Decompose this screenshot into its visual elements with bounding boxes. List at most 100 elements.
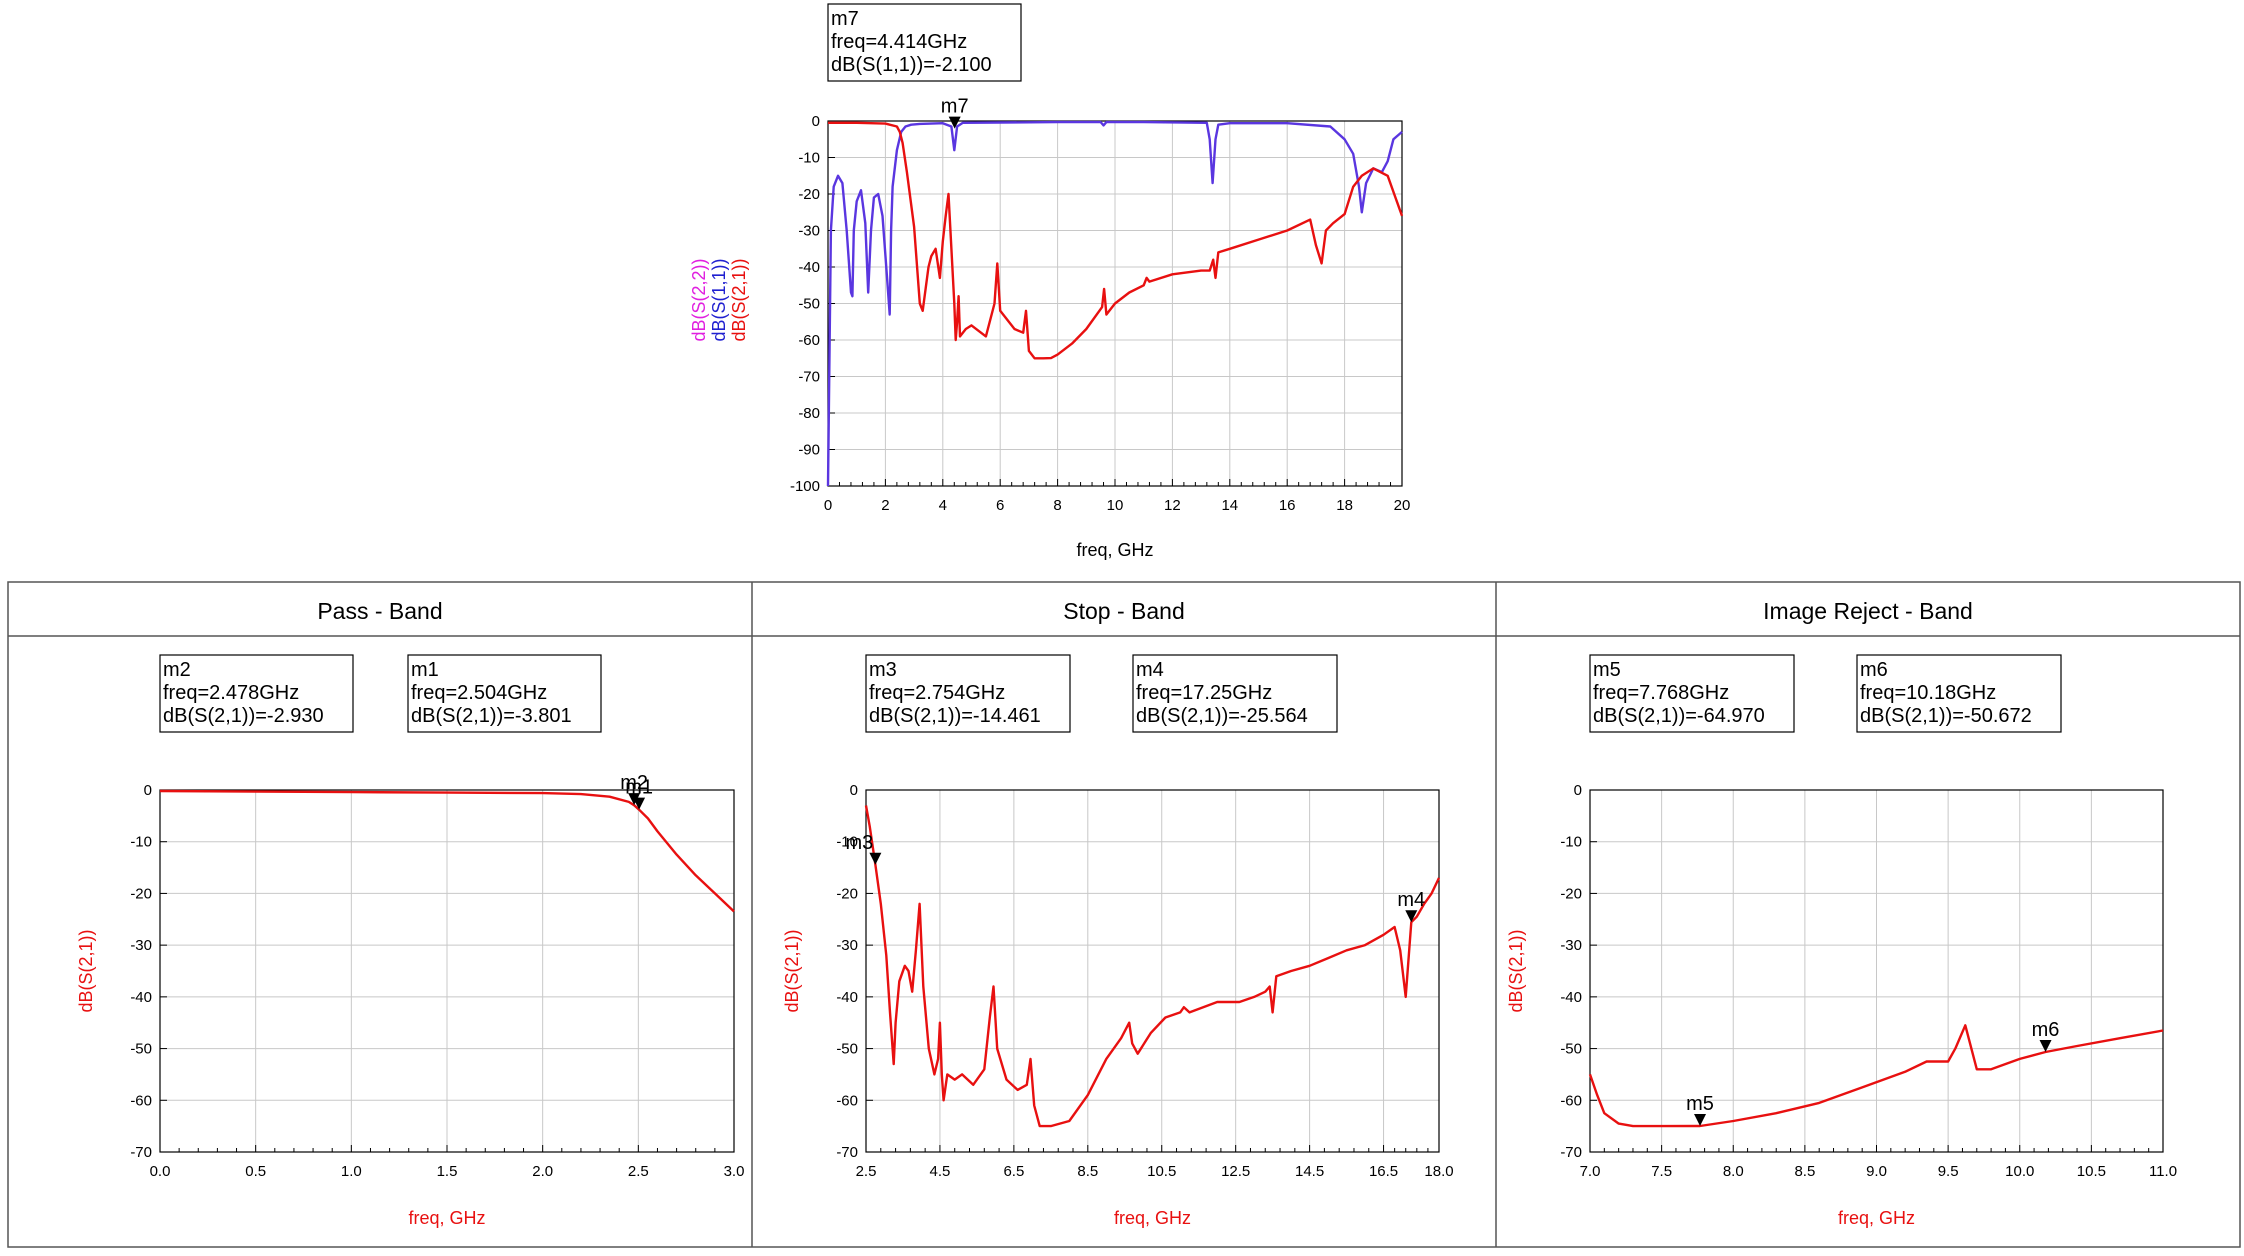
x-tick-label: 2.5 — [856, 1163, 877, 1180]
x-tick-label: 18.0 — [1424, 1163, 1453, 1180]
marker-m4-readout-line: m4 — [1136, 659, 1164, 681]
y-tick-label: -90 — [798, 442, 820, 459]
x-tick-label: 14.5 — [1295, 1163, 1324, 1180]
y-tick-label: -50 — [1560, 1041, 1582, 1058]
x-tick-label: 6.5 — [1003, 1163, 1024, 1180]
image-reject-band-plot: 7.0 7.5 8.0 8.5 9.0 9.5 10.0 10.5 11.0 0 -10 -20 -30… — [1506, 654, 2177, 1228]
x-tick-label: 0.0 — [150, 1163, 171, 1180]
pass-band-plot: 0.0 0.5 1.0 1.5 2.0 2.5 3.0 0 -10 -20 -30 -40 -50 -60… — [76, 654, 745, 1228]
x-tick-label: 18 — [1336, 497, 1353, 514]
marker-m7-triangle — [948, 116, 961, 129]
y-tick-label: -10 — [836, 834, 858, 851]
y-tick-label: -70 — [798, 369, 820, 386]
x-tick-label: 8.0 — [1723, 1163, 1744, 1180]
stop-band-title: Stop - Band — [1063, 598, 1184, 624]
marker-m2-readout-line: freq=2.478GHz — [163, 682, 299, 704]
series-line-dbs21 — [159, 789, 735, 913]
x-tick-label: 4.5 — [930, 1163, 951, 1180]
series-line-dbs21 — [828, 121, 1404, 360]
y-tick-label: -40 — [1560, 989, 1582, 1006]
plot-frame — [159, 789, 735, 1153]
x-tick-label: 12 — [1164, 497, 1181, 514]
marker-m2-readout-box — [159, 654, 354, 733]
y-tick-label: -20 — [798, 186, 820, 203]
x-tick-label: 6 — [996, 497, 1004, 514]
x-axis-label: freq, GHz — [408, 1208, 485, 1228]
x-tick-label: 14 — [1221, 497, 1238, 514]
y-tick-label: -30 — [1560, 937, 1582, 954]
y-tick-label: -20 — [836, 885, 858, 902]
y-tick-label: -30 — [798, 223, 820, 240]
x-tick-label: 7.0 — [1580, 1163, 1601, 1180]
marker-m3-triangle — [869, 852, 882, 865]
y-axis-label: dB(S(2,1)) — [76, 929, 96, 1012]
marker-m6-label: m6 — [2032, 1019, 2060, 1041]
marker-m6-triangle — [2039, 1040, 2052, 1053]
y-axis-label: dB(S(2,2)) — [689, 258, 709, 341]
y-tick-label: -20 — [130, 885, 152, 902]
x-tick-label: 20 — [1394, 497, 1411, 514]
plot-frame — [1589, 789, 2164, 1153]
x-axis-label: freq, GHz — [1076, 540, 1153, 560]
plot-frame — [865, 789, 1440, 1153]
marker-m4-readout-line: freq=17.25GHz — [1136, 682, 1272, 704]
marker-m5-readout-box — [1589, 654, 1795, 733]
y-tick-label: -20 — [1560, 885, 1582, 902]
y-tick-label: -70 — [836, 1144, 858, 1161]
marker-m6-readout-line: dB(S(2,1))=-50.672 — [1860, 705, 2032, 727]
y-tick-label: -70 — [1560, 1144, 1582, 1161]
marker-m1-label: m1 — [625, 777, 653, 799]
top-plot: 0 2 4 6 8 10 12 14 16 18 20 0 -10 -20 -30 -40 -50 -60 -70 -… — [689, 3, 1411, 560]
marker-m2-label: m2 — [620, 772, 648, 794]
y-axis-label: dB(S(1,1)) — [709, 258, 729, 341]
marker-m3-label: m3 — [845, 832, 873, 854]
x-tick-label: 10.0 — [2005, 1163, 2034, 1180]
x-tick-label: 16.5 — [1369, 1163, 1398, 1180]
y-tick-label: -70 — [130, 1144, 152, 1161]
y-tick-label: -60 — [130, 1092, 152, 1109]
marker-m7-readout-box — [827, 3, 1022, 82]
marker-m1-readout-line: dB(S(2,1))=-3.801 — [411, 705, 572, 727]
x-tick-label: 1.5 — [437, 1163, 458, 1180]
x-tick-label: 7.5 — [1651, 1163, 1672, 1180]
marker-m5-triangle — [1694, 1113, 1707, 1126]
marker-m3-readout-box — [865, 654, 1071, 733]
x-tick-label: 8.5 — [1794, 1163, 1815, 1180]
x-tick-label: 10 — [1107, 497, 1124, 514]
marker-m3-readout-line: m3 — [869, 659, 897, 681]
marker-m7-label: m7 — [941, 96, 969, 118]
marker-m1-readout-box — [407, 654, 602, 733]
pass-band-title: Pass - Band — [317, 598, 442, 624]
x-tick-label: 4 — [939, 497, 947, 514]
y-tick-label: -60 — [798, 332, 820, 349]
x-tick-label: 8 — [1053, 497, 1061, 514]
marker-m6-readout-line: freq=10.18GHz — [1860, 682, 1996, 704]
x-tick-label: 9.5 — [1938, 1163, 1959, 1180]
marker-m5-label: m5 — [1686, 1093, 1714, 1115]
marker-m4-triangle — [1405, 910, 1418, 923]
marker-m4-label: m4 — [1397, 889, 1425, 911]
marker-m6-readout-box — [1856, 654, 2062, 733]
y-axis-label: dB(S(2,1)) — [729, 258, 749, 341]
x-tick-label: 11.0 — [2149, 1163, 2177, 1180]
y-tick-label: -50 — [798, 296, 820, 313]
y-tick-label: -100 — [790, 478, 820, 495]
marker-m7-readout-line: dB(S(1,1))=-2.100 — [831, 54, 992, 76]
marker-m1-triangle — [633, 797, 646, 810]
y-tick-label: -10 — [798, 150, 820, 167]
marker-m5-readout-line: freq=7.768GHz — [1593, 682, 1729, 704]
marker-m6-readout-line: m6 — [1860, 659, 1888, 681]
x-tick-label: 2.5 — [628, 1163, 649, 1180]
y-tick-label: 0 — [850, 782, 858, 799]
marker-m5-readout-line: dB(S(2,1))=-64.970 — [1593, 705, 1765, 727]
series-line-dbs11 — [826, 120, 1403, 487]
y-axis-label: dB(S(2,1)) — [782, 929, 802, 1012]
y-tick-label: -60 — [1560, 1092, 1582, 1109]
stop-band-plot: 2.5 4.5 6.5 8.5 10.5 12.5 14.5 16.5 18.0 0 -10 -20 -… — [782, 654, 1454, 1228]
y-tick-label: -40 — [836, 989, 858, 1006]
panels-frame: Pass - Band Stop - Band Image Reject - Ban… — [7, 581, 2241, 1248]
x-tick-label: 0.5 — [245, 1163, 266, 1180]
x-tick-label: 3.0 — [724, 1163, 745, 1180]
y-tick-label: -40 — [798, 259, 820, 276]
